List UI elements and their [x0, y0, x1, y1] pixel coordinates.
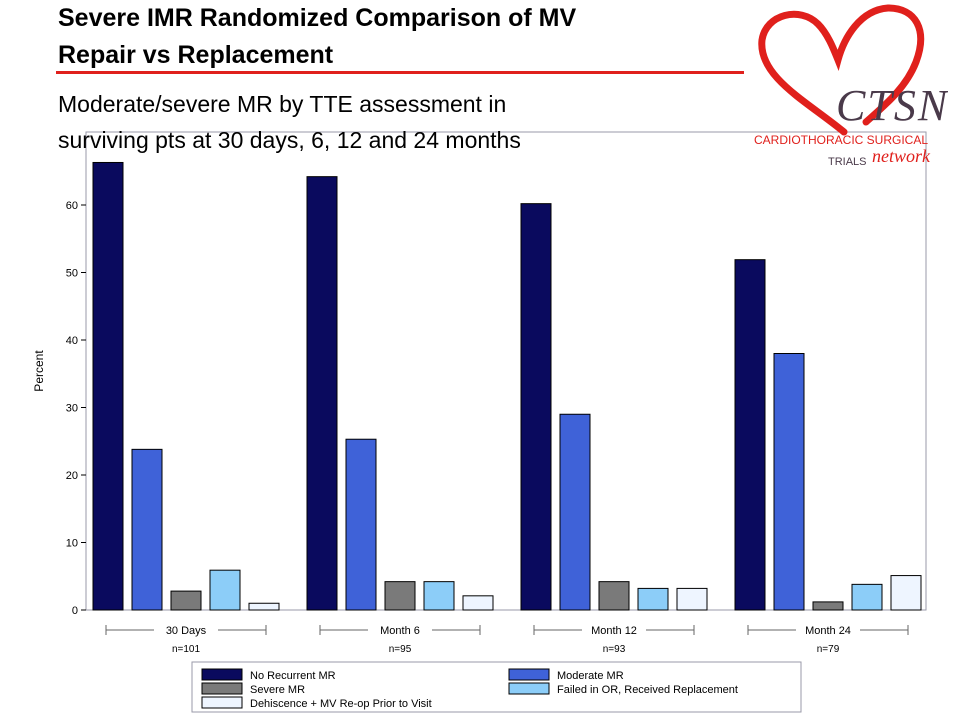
heart-icon: [758, 4, 925, 136]
subtitle-line-2: surviving pts at 30 days, 6, 12 and 24 m…: [58, 127, 521, 153]
legend-box: [191, 661, 802, 713]
ctsn-logo: CTSN CARDIOTHORACIC SURGICAL TRIALS netw…: [754, 4, 948, 168]
y-tick-label: 50: [66, 268, 78, 280]
title-line-1: Severe IMR Randomized Comparison of MV: [58, 4, 577, 32]
y-tick-label: 60: [66, 200, 78, 212]
bar: [209, 569, 241, 611]
y-tick-label: 40: [66, 335, 78, 347]
x-category-count: n=95: [389, 644, 412, 655]
bar: [520, 203, 552, 611]
bar: [384, 581, 416, 611]
bar: [734, 259, 766, 611]
bar: [345, 438, 377, 611]
bar: [131, 448, 163, 611]
bar: [170, 590, 202, 611]
plot-frame: [85, 131, 927, 611]
logo-line-2a: TRIALS: [828, 156, 867, 168]
legend-label: Failed in OR, Received Replacement: [557, 684, 738, 696]
y-tick-label: 30: [66, 403, 78, 415]
bar: [248, 602, 280, 611]
bars: [92, 161, 922, 611]
bar: [559, 413, 591, 611]
legend-swatch: [201, 682, 243, 695]
bar: [423, 581, 455, 611]
bar: [462, 595, 494, 611]
bar: [306, 176, 338, 611]
x-category-label: Month 6: [380, 625, 420, 637]
logo-line-2b: network: [872, 146, 931, 166]
bar: [890, 575, 922, 611]
legend-label: No Recurrent MR: [250, 670, 336, 682]
legend-swatch: [201, 696, 243, 709]
y-tick-label: 0: [72, 605, 78, 617]
bar: [773, 353, 805, 611]
logo-wordmark: CTSN: [836, 81, 948, 130]
bar: [676, 587, 708, 611]
logo-line-1: CARDIOTHORACIC SURGICAL: [754, 133, 928, 147]
legend-swatch: [201, 668, 243, 681]
x-category-label: Month 12: [591, 625, 637, 637]
x-axis: 30 Days n=101 Month 6 n=95 Month 12 n=93 Month…: [105, 625, 909, 655]
legend-swatch: [508, 668, 550, 681]
bar: [851, 583, 883, 611]
legend-label: Severe MR: [250, 684, 305, 696]
slide-subtitle: Moderate/severe MR by TTE assessment in …: [58, 86, 758, 158]
x-category-count: n=93: [603, 644, 626, 655]
legend-label: Moderate MR: [557, 670, 624, 682]
x-category-count: n=101: [172, 644, 201, 655]
y-axis-label: Percent: [32, 350, 46, 392]
x-category-label: Month 24: [805, 625, 851, 637]
legend: No Recurrent MR Moderate MR Severe MR Faile…: [191, 661, 802, 713]
legend-label: Dehiscence + MV Re-op Prior to Visit: [250, 698, 432, 710]
legend-swatch: [508, 682, 550, 695]
title-line-2: Repair vs Replacement: [58, 41, 334, 69]
bar: [812, 601, 844, 611]
bar: [598, 581, 630, 611]
x-category-label: 30 Days: [166, 625, 207, 637]
subtitle-line-1: Moderate/severe MR by TTE assessment in: [58, 91, 507, 117]
y-tick-label: 10: [66, 538, 78, 550]
y-tick-label: 20: [66, 470, 78, 482]
bar: [637, 587, 669, 611]
title-underline: [56, 71, 744, 74]
x-category-count: n=79: [817, 644, 840, 655]
y-axis: 0 10 20 30 40 50 60: [66, 200, 86, 617]
slide-title: Severe IMR Randomized Comparison of MV R…: [58, 0, 758, 74]
bar: [92, 161, 124, 611]
